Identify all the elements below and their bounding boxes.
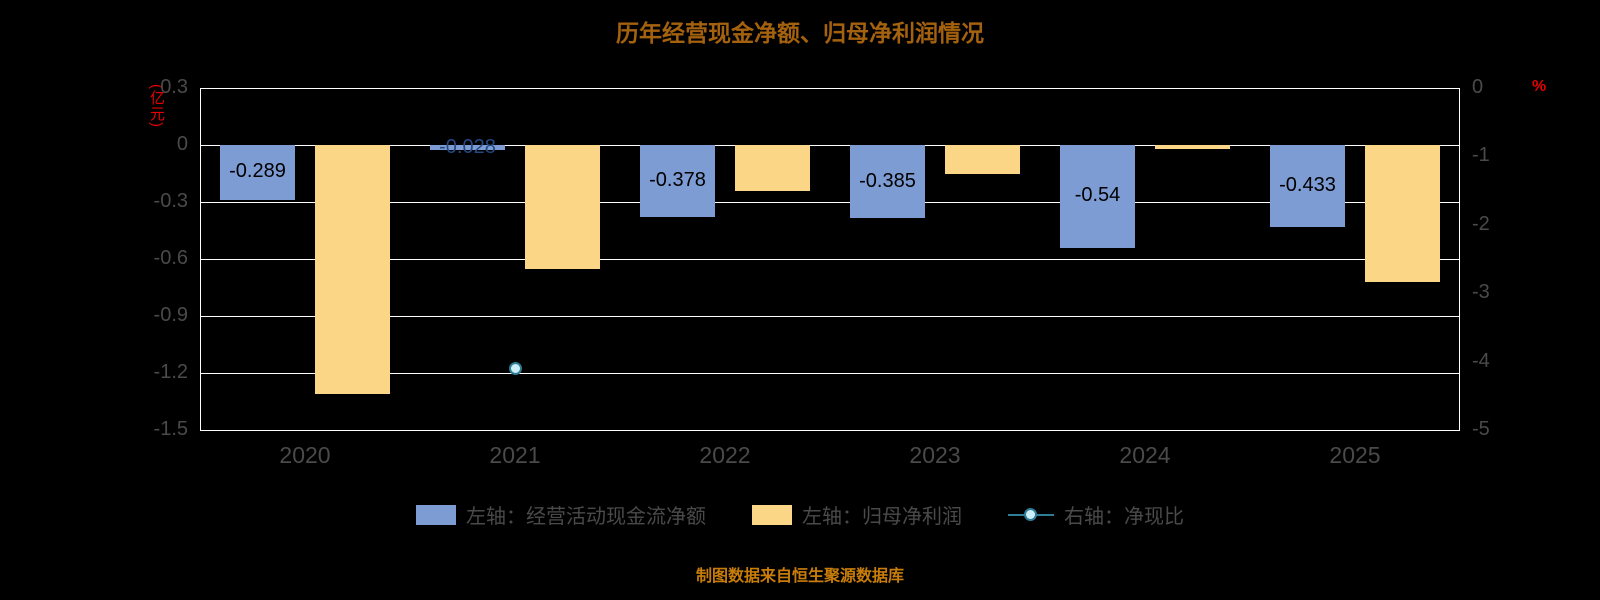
legend-swatch [752,504,792,525]
x-axis-label: 2025 [1329,442,1381,468]
bar-net-profit [525,145,600,269]
chart-title: 历年经营现金净额、归母净利润情况 [616,20,984,46]
bar-value-label: -0.378 [649,168,706,191]
bar-value-label: -0.54 [1074,184,1121,207]
legend-line-icon [1008,505,1054,525]
bar-value-label: -0.385 [859,169,916,192]
gridline [200,372,1460,374]
y-axis-tick-right: -5 [1472,418,1490,440]
y-axis-tick-left: -0.3 [153,190,188,212]
axis-line-right [1459,88,1460,430]
x-axis-label: 2023 [909,442,961,468]
bar-operating-cashflow [1270,145,1345,228]
bar-net-profit [945,145,1020,174]
bar-net-profit [735,145,810,191]
right-axis-unit-label: % [1532,78,1547,95]
y-axis-tick-left: 0.3 [160,76,188,98]
axis-line-left [200,88,201,430]
bar-operating-cashflow [430,145,505,151]
x-axis-label: 2020 [279,442,331,468]
legend: 左轴：经营活动现金流净额 左轴：归母净利润 右轴：净现比 [0,500,1600,529]
y-axis-tick-right: -4 [1472,349,1490,372]
gridline [200,87,1460,89]
legend-marker [1024,507,1037,521]
bar-net-profit [1365,145,1440,282]
legend-item: 左轴：归母净利润 [752,500,962,529]
legend-item: 左轴：经营活动现金流净额 [416,500,706,529]
gridline [200,315,1460,317]
gridline [200,201,1460,203]
y-axis-tick-left: -1.2 [153,361,188,383]
x-axis-label: 2024 [1119,442,1171,468]
left-axis-unit-label: (亿元) [148,84,165,128]
y-axis-tick-left: -0.6 [153,247,188,269]
y-axis-tick-left: -1.5 [153,418,188,440]
ratio-marker [509,362,522,376]
bar-operating-cashflow [220,145,295,200]
data-source-note: 制图数据来自恒生聚源数据库 [695,568,904,585]
bar-operating-cashflow [1060,145,1135,248]
legend-swatch [416,504,456,525]
y-axis-tick-right: 0 [1472,76,1484,98]
bar-operating-cashflow [640,145,715,217]
bar-value-label: -0.028 [439,135,496,158]
bar-value-label: -0.433 [1279,174,1336,197]
bar-net-profit [315,145,390,394]
y-axis-tick-left: -0.9 [153,304,188,326]
x-axis-label: 2021 [489,442,541,468]
plot-area: -0.289 -0.028 -0.378 -0.385 -0.54 -0.433 [200,87,1460,431]
legend-label: 左轴：归母净利润 [802,506,962,528]
y-axis-tick-right: -2 [1472,212,1490,235]
legend-label: 左轴：经营活动现金流净额 [466,506,706,528]
gridline [200,429,1460,431]
bar-operating-cashflow [850,145,925,219]
legend-item: 右轴：净现比 [1008,500,1184,529]
legend-label: 右轴：净现比 [1064,506,1184,528]
y-axis-tick-left: 0 [176,133,188,155]
x-axis-label: 2022 [699,442,751,468]
y-axis-tick-right: -1 [1472,144,1490,167]
bar-net-profit [1155,145,1230,149]
y-axis-tick-right: -3 [1472,281,1490,304]
gridline [200,258,1460,260]
bar-value-label: -0.289 [229,160,286,183]
gridline [200,144,1460,146]
